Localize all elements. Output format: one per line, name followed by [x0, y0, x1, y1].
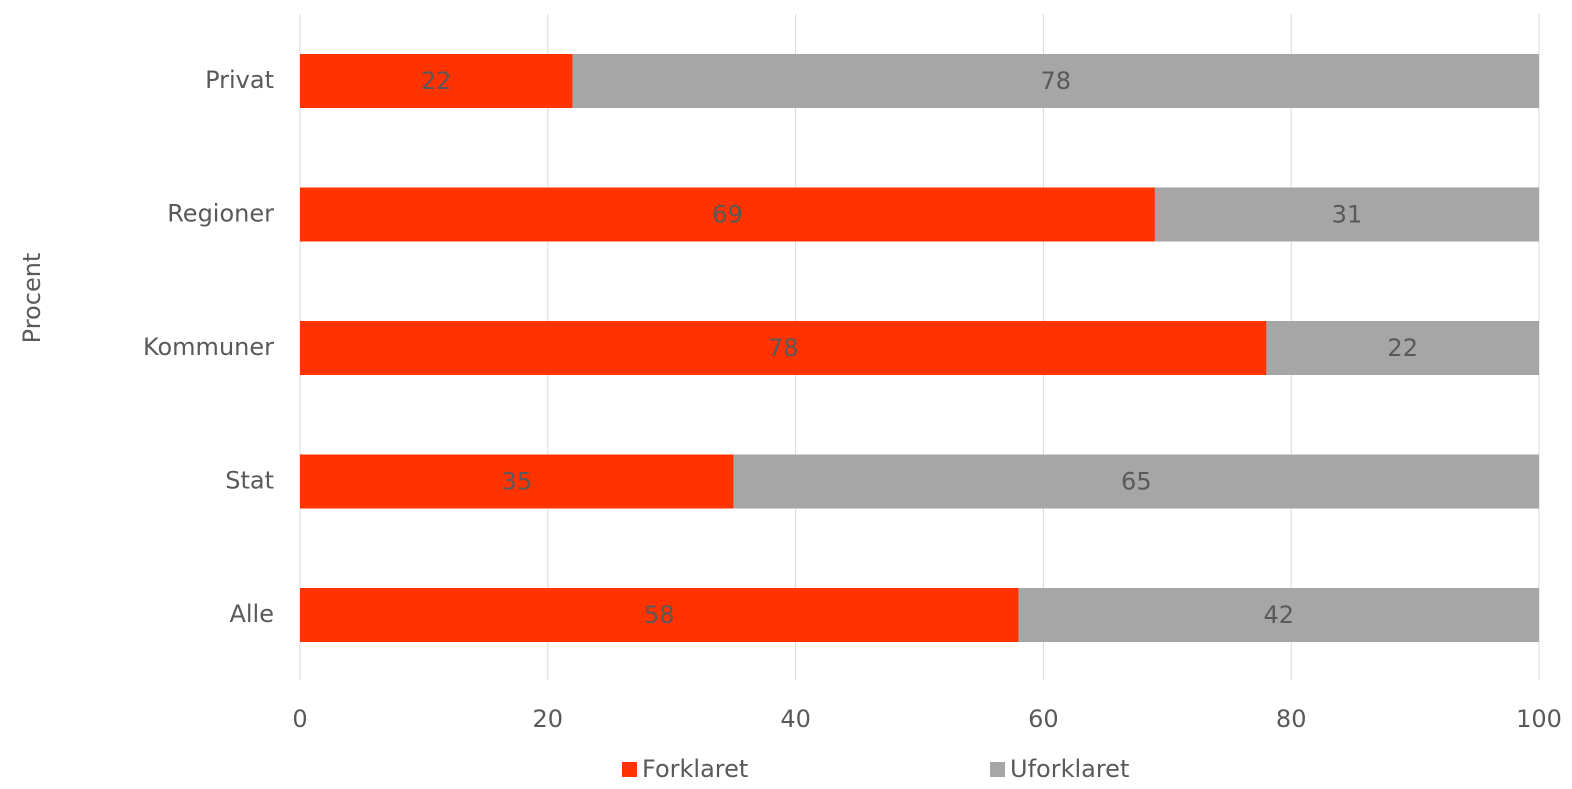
value-axis: 0 20 40 60 80 100 — [292, 705, 1562, 733]
x-tick-label: 60 — [1028, 705, 1059, 733]
data-label: 22 — [421, 67, 452, 95]
bar-forklaret-regioner — [300, 187, 1155, 242]
bar-uforklaret-regioner — [1154, 187, 1539, 242]
legend-swatch-forklaret — [622, 762, 637, 777]
bar-forklaret-alle — [300, 588, 1019, 642]
data-label: 65 — [1121, 468, 1152, 496]
legend: Forklaret Uforklaret — [622, 755, 1129, 783]
y-axis-title: Procent — [18, 253, 46, 344]
category-axis: Privat Regioner Kommuner Stat Alle — [143, 66, 274, 628]
legend-label-uforklaret: Uforklaret — [1010, 755, 1129, 783]
data-label: 69 — [712, 201, 743, 229]
legend-swatch-uforklaret — [990, 762, 1005, 777]
bar-forklaret-kommuner — [300, 321, 1267, 375]
x-tick-label: 20 — [533, 705, 564, 733]
category-label: Stat — [225, 467, 274, 495]
category-label: Kommuner — [143, 333, 274, 361]
data-label: 42 — [1264, 601, 1295, 629]
category-label: Alle — [229, 600, 274, 628]
data-label: 22 — [1387, 334, 1418, 362]
data-label: 58 — [644, 601, 675, 629]
data-label: 78 — [1041, 67, 1072, 95]
data-label: 31 — [1332, 201, 1363, 229]
bar-uforklaret-kommuner — [1266, 321, 1539, 375]
bar-forklaret-privat — [300, 54, 573, 108]
legend-label-forklaret: Forklaret — [642, 755, 748, 783]
x-tick-label: 100 — [1516, 705, 1562, 733]
bar-uforklaret-alle — [1018, 588, 1539, 642]
category-label: Privat — [205, 66, 274, 94]
x-tick-label: 40 — [780, 705, 811, 733]
x-tick-label: 80 — [1276, 705, 1307, 733]
bar-uforklaret-stat — [733, 454, 1539, 509]
bar-uforklaret-privat — [572, 54, 1539, 108]
x-tick-label: 0 — [292, 705, 307, 733]
bar-forklaret-stat — [300, 454, 734, 509]
data-label: 35 — [502, 468, 533, 496]
data-label: 78 — [768, 334, 799, 362]
data-labels: 22 78 69 31 78 22 35 65 58 42 — [421, 67, 1418, 629]
bars — [300, 54, 1539, 642]
category-label: Regioner — [167, 200, 274, 228]
